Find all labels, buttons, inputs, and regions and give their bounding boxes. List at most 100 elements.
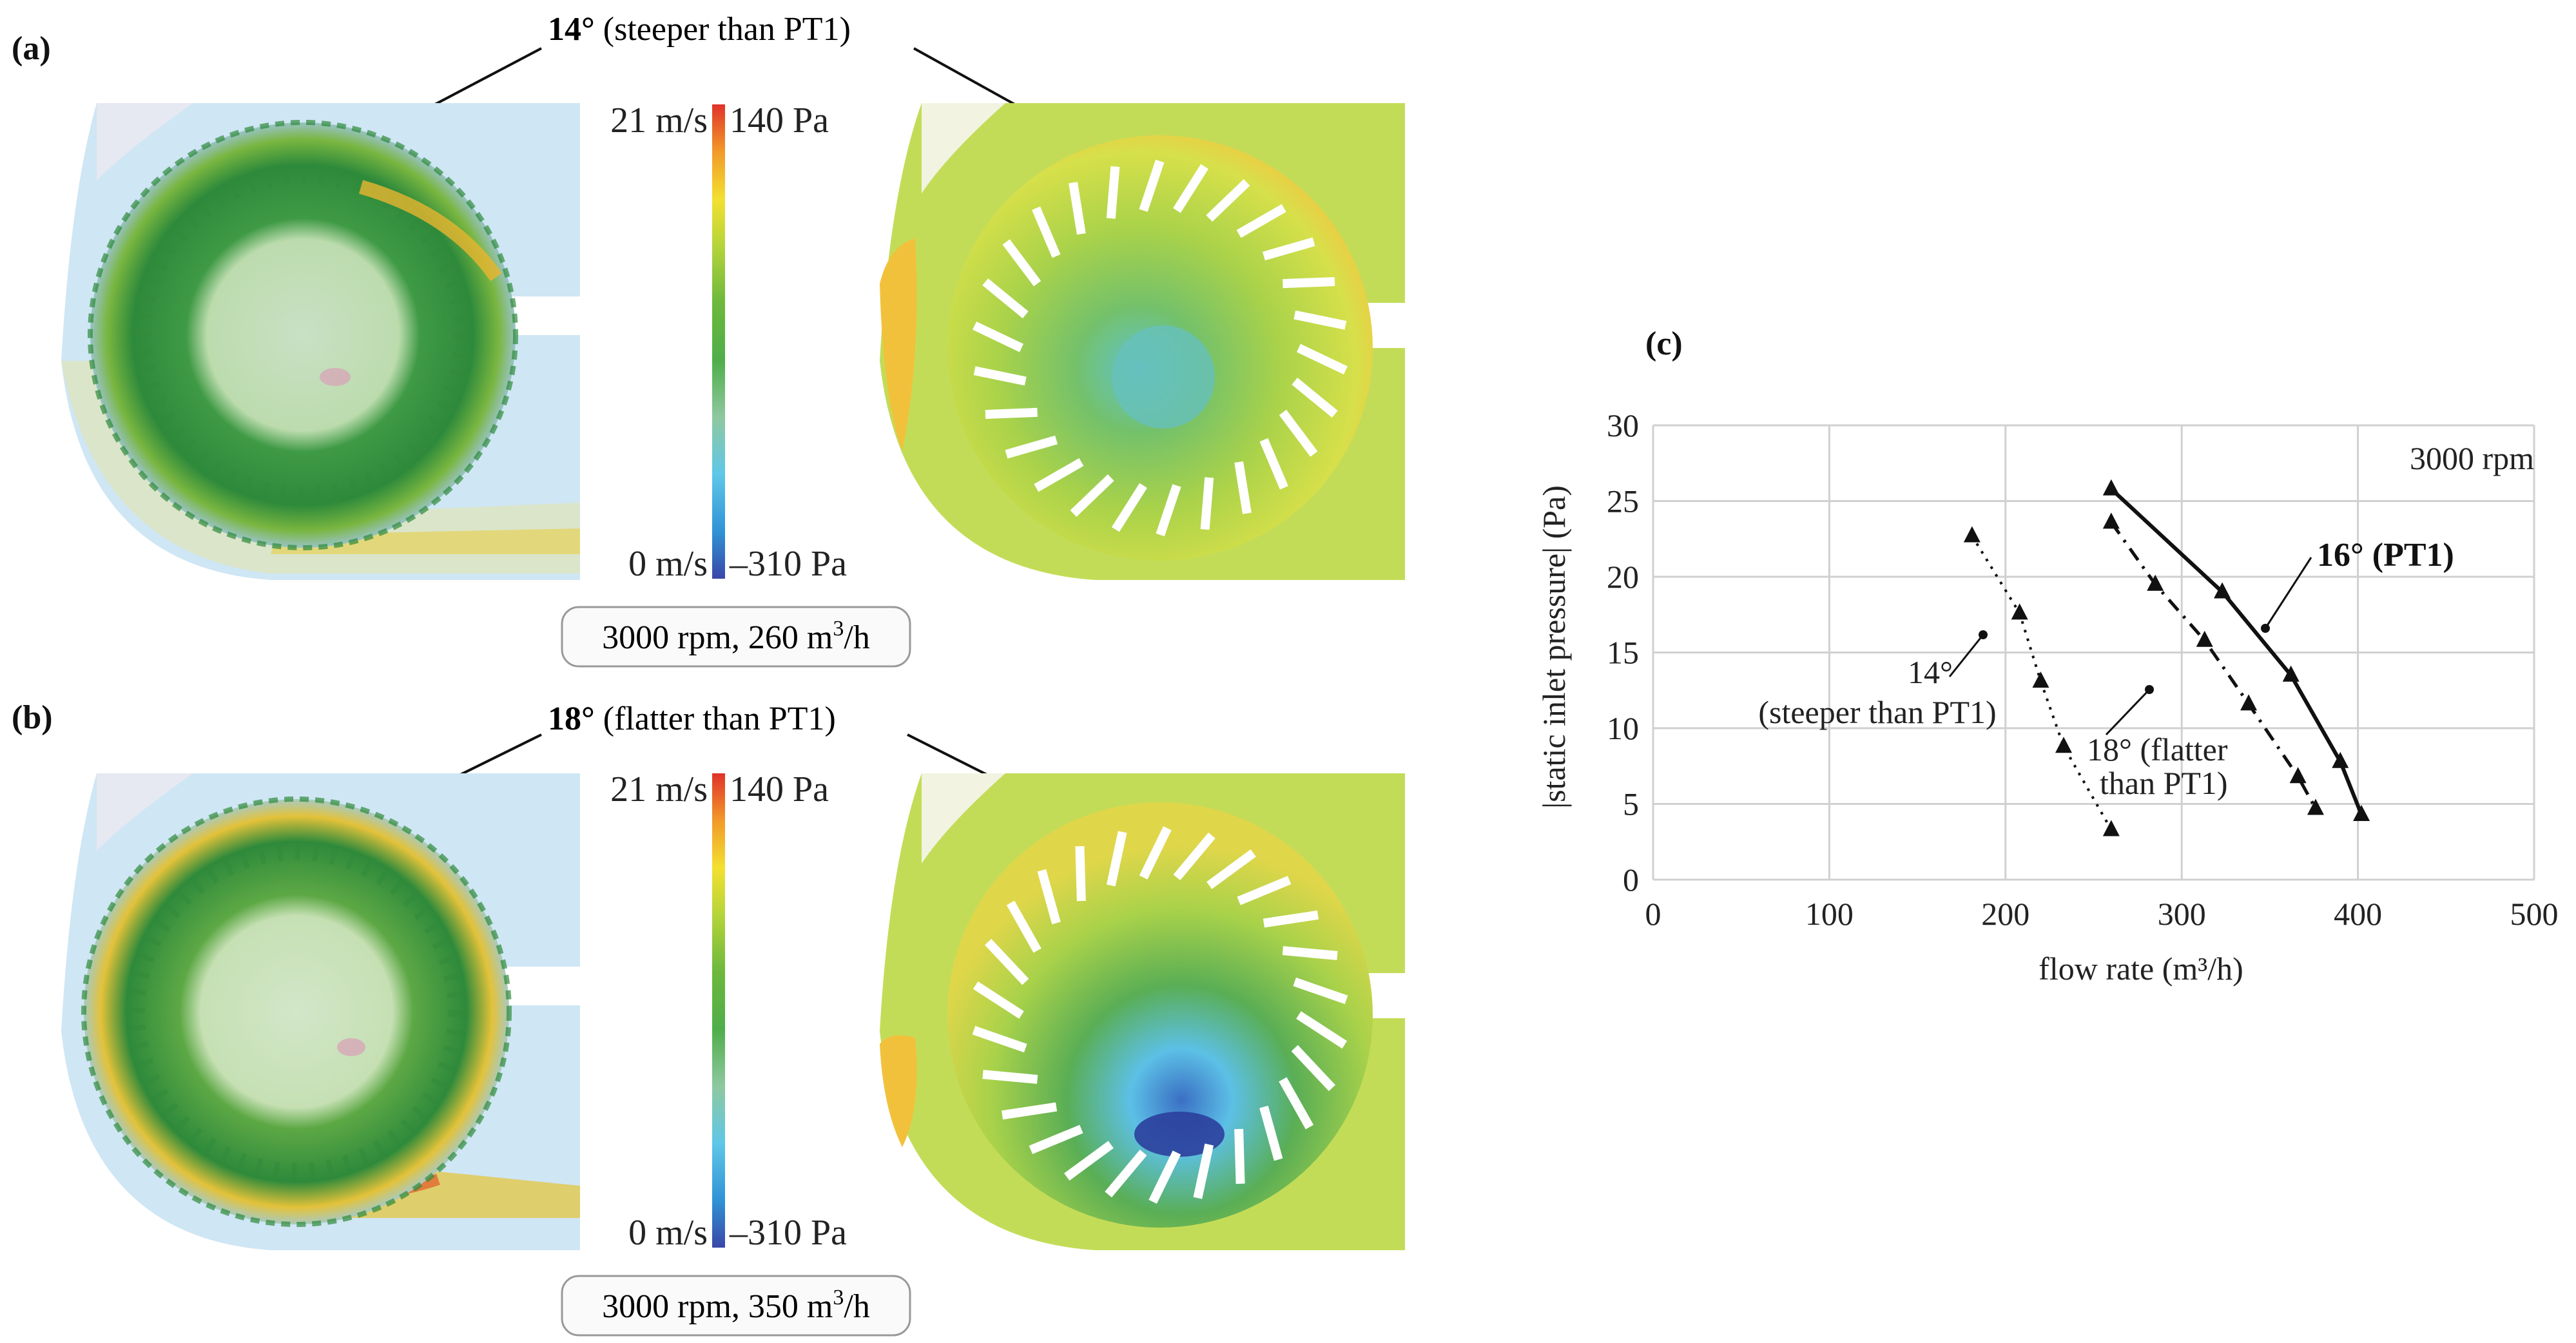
impeller-blade	[1106, 166, 1120, 219]
impeller-blade	[1259, 1105, 1283, 1161]
panel-a-label: (a)	[12, 30, 51, 67]
impeller-blade	[1292, 378, 1338, 418]
panel-a-condition: 3000 rpm, 260 m3/h	[602, 617, 870, 656]
impeller-blade	[1296, 1011, 1348, 1049]
x-tick-label: 0	[1645, 896, 1661, 932]
impeller-blade	[1206, 849, 1256, 889]
panel-a-velocity-min: 0 m/s	[628, 544, 708, 584]
panel-b-condition-box: 3000 rpm, 350 m3/h	[561, 1275, 911, 1337]
data-point-dashed	[2289, 767, 2307, 784]
impeller-blade	[1206, 179, 1250, 222]
impeller-blade	[1069, 182, 1086, 235]
panel-a: (a) 14° (steeper than PT1) 21 m/s 0 m/s …	[12, 11, 1411, 668]
chart-ylabel: |static inlet pressure| (Pa)	[1536, 485, 1572, 809]
series-leader-flatter	[2105, 688, 2151, 736]
impeller-blade	[984, 938, 1029, 985]
y-tick-label: 10	[1607, 710, 1639, 746]
series-label-flatter-2: than PT1)	[2100, 765, 2228, 801]
impeller-blade	[1263, 910, 1319, 928]
panel-a-pressure-field	[880, 97, 1411, 586]
impeller-blade	[1234, 461, 1252, 514]
impeller-blade	[1193, 1143, 1214, 1199]
impeller-blade	[1279, 1077, 1314, 1130]
impeller-blade	[1139, 159, 1165, 212]
impeller-blade	[1006, 900, 1041, 953]
data-point-solid	[2102, 479, 2120, 496]
impeller-blade	[973, 321, 1024, 353]
series-label-flatter-1: 18° (flatter	[2087, 731, 2228, 768]
panel-a-velocity-max: 21 m/s	[610, 101, 708, 140]
series-leader-dot-steeper	[1979, 630, 1988, 639]
data-point-solid	[2332, 751, 2349, 768]
y-tick-label: 20	[1607, 559, 1639, 595]
impeller-blade	[1002, 239, 1041, 287]
y-tick-label: 25	[1607, 483, 1639, 519]
impeller-blade	[1173, 832, 1215, 881]
panel-b-pressure-rotor	[947, 802, 1373, 1228]
panel-a-title-rest: (steeper than PT1)	[595, 11, 851, 48]
impeller-blade	[1262, 237, 1315, 261]
panel-a-pressure-max: 140 Pa	[730, 101, 829, 140]
impeller-blade	[973, 981, 1024, 1019]
panel-a-pressure-min: –310 Pa	[729, 544, 847, 584]
panel-a-velocity-field	[61, 97, 586, 586]
y-tick-label: 5	[1623, 786, 1639, 822]
panel-b-title-rest: (flatter than PT1)	[595, 700, 836, 737]
panel-a-condition-suffix: /h	[844, 619, 869, 656]
series-label-steeper-2: (steeper than PT1)	[1758, 694, 1996, 730]
panel-b-rotor	[84, 799, 509, 1224]
panel-b-velocity-field	[61, 767, 586, 1257]
impeller-blade	[985, 407, 1038, 420]
panel-b-title-angle: 18°	[548, 700, 595, 737]
data-point-solid	[2282, 665, 2300, 682]
impeller-blade	[1283, 276, 1335, 289]
x-tick-label: 300	[2158, 896, 2206, 932]
panel-b-condition-prefix: 3000 rpm, 350 m	[602, 1288, 833, 1325]
x-tick-label: 200	[1981, 896, 2029, 932]
panel-b-condition-sup: 3	[833, 1286, 844, 1309]
impeller-blade	[1064, 1141, 1114, 1181]
impeller-blade	[1156, 484, 1181, 537]
impeller-blade	[1200, 477, 1214, 530]
impeller-blade	[1075, 845, 1086, 902]
data-point-dotted	[2102, 820, 2120, 836]
impeller-blade	[982, 1070, 1038, 1084]
panel-b-velocity-max: 21 m/s	[610, 769, 708, 809]
panel-a-colorbar: 21 m/s 0 m/s 140 Pa –310 Pa	[610, 101, 847, 584]
y-tick-label: 15	[1607, 635, 1639, 671]
impeller-blade	[1148, 1150, 1181, 1204]
impeller-blade	[1293, 310, 1347, 330]
impeller-blade	[1105, 1149, 1147, 1198]
impeller-blade	[1282, 946, 1338, 960]
series-label-pt1: 16° (PT1)	[2317, 537, 2454, 574]
impeller-blade	[1291, 1045, 1336, 1092]
impeller-blade	[973, 366, 1027, 386]
data-point-dotted	[2032, 672, 2049, 688]
x-tick-label: 100	[1805, 896, 1854, 932]
impeller-blade	[1296, 343, 1348, 375]
impeller-blade	[1005, 435, 1058, 459]
panel-b-colorbar-bar	[712, 773, 725, 1248]
impeller-blade	[1029, 1125, 1083, 1154]
panel-a-blades	[973, 159, 1348, 537]
data-point-solid	[2214, 582, 2231, 599]
impeller-blade	[1259, 438, 1288, 490]
panel-b-condition: 3000 rpm, 350 m3/h	[602, 1286, 870, 1325]
data-point-dashed	[2240, 694, 2258, 711]
panel-a-title-angle: 14°	[548, 11, 595, 48]
panel-b-pressure-field	[880, 767, 1411, 1257]
impeller-blade	[1173, 164, 1209, 213]
series-leader-pt1	[2264, 557, 2312, 629]
data-point-dashed	[2307, 798, 2324, 815]
panel-b-pressure-max: 140 Pa	[730, 769, 829, 809]
panel-b-velocity-min: 0 m/s	[628, 1213, 708, 1253]
impeller-blade	[1037, 869, 1061, 925]
panel-a-condition-box: 3000 rpm, 260 m3/h	[561, 606, 911, 668]
y-tick-label: 30	[1607, 407, 1639, 443]
impeller-blade	[1139, 826, 1172, 880]
x-tick-label: 400	[2334, 896, 2382, 932]
data-point-dotted	[1963, 526, 1980, 543]
